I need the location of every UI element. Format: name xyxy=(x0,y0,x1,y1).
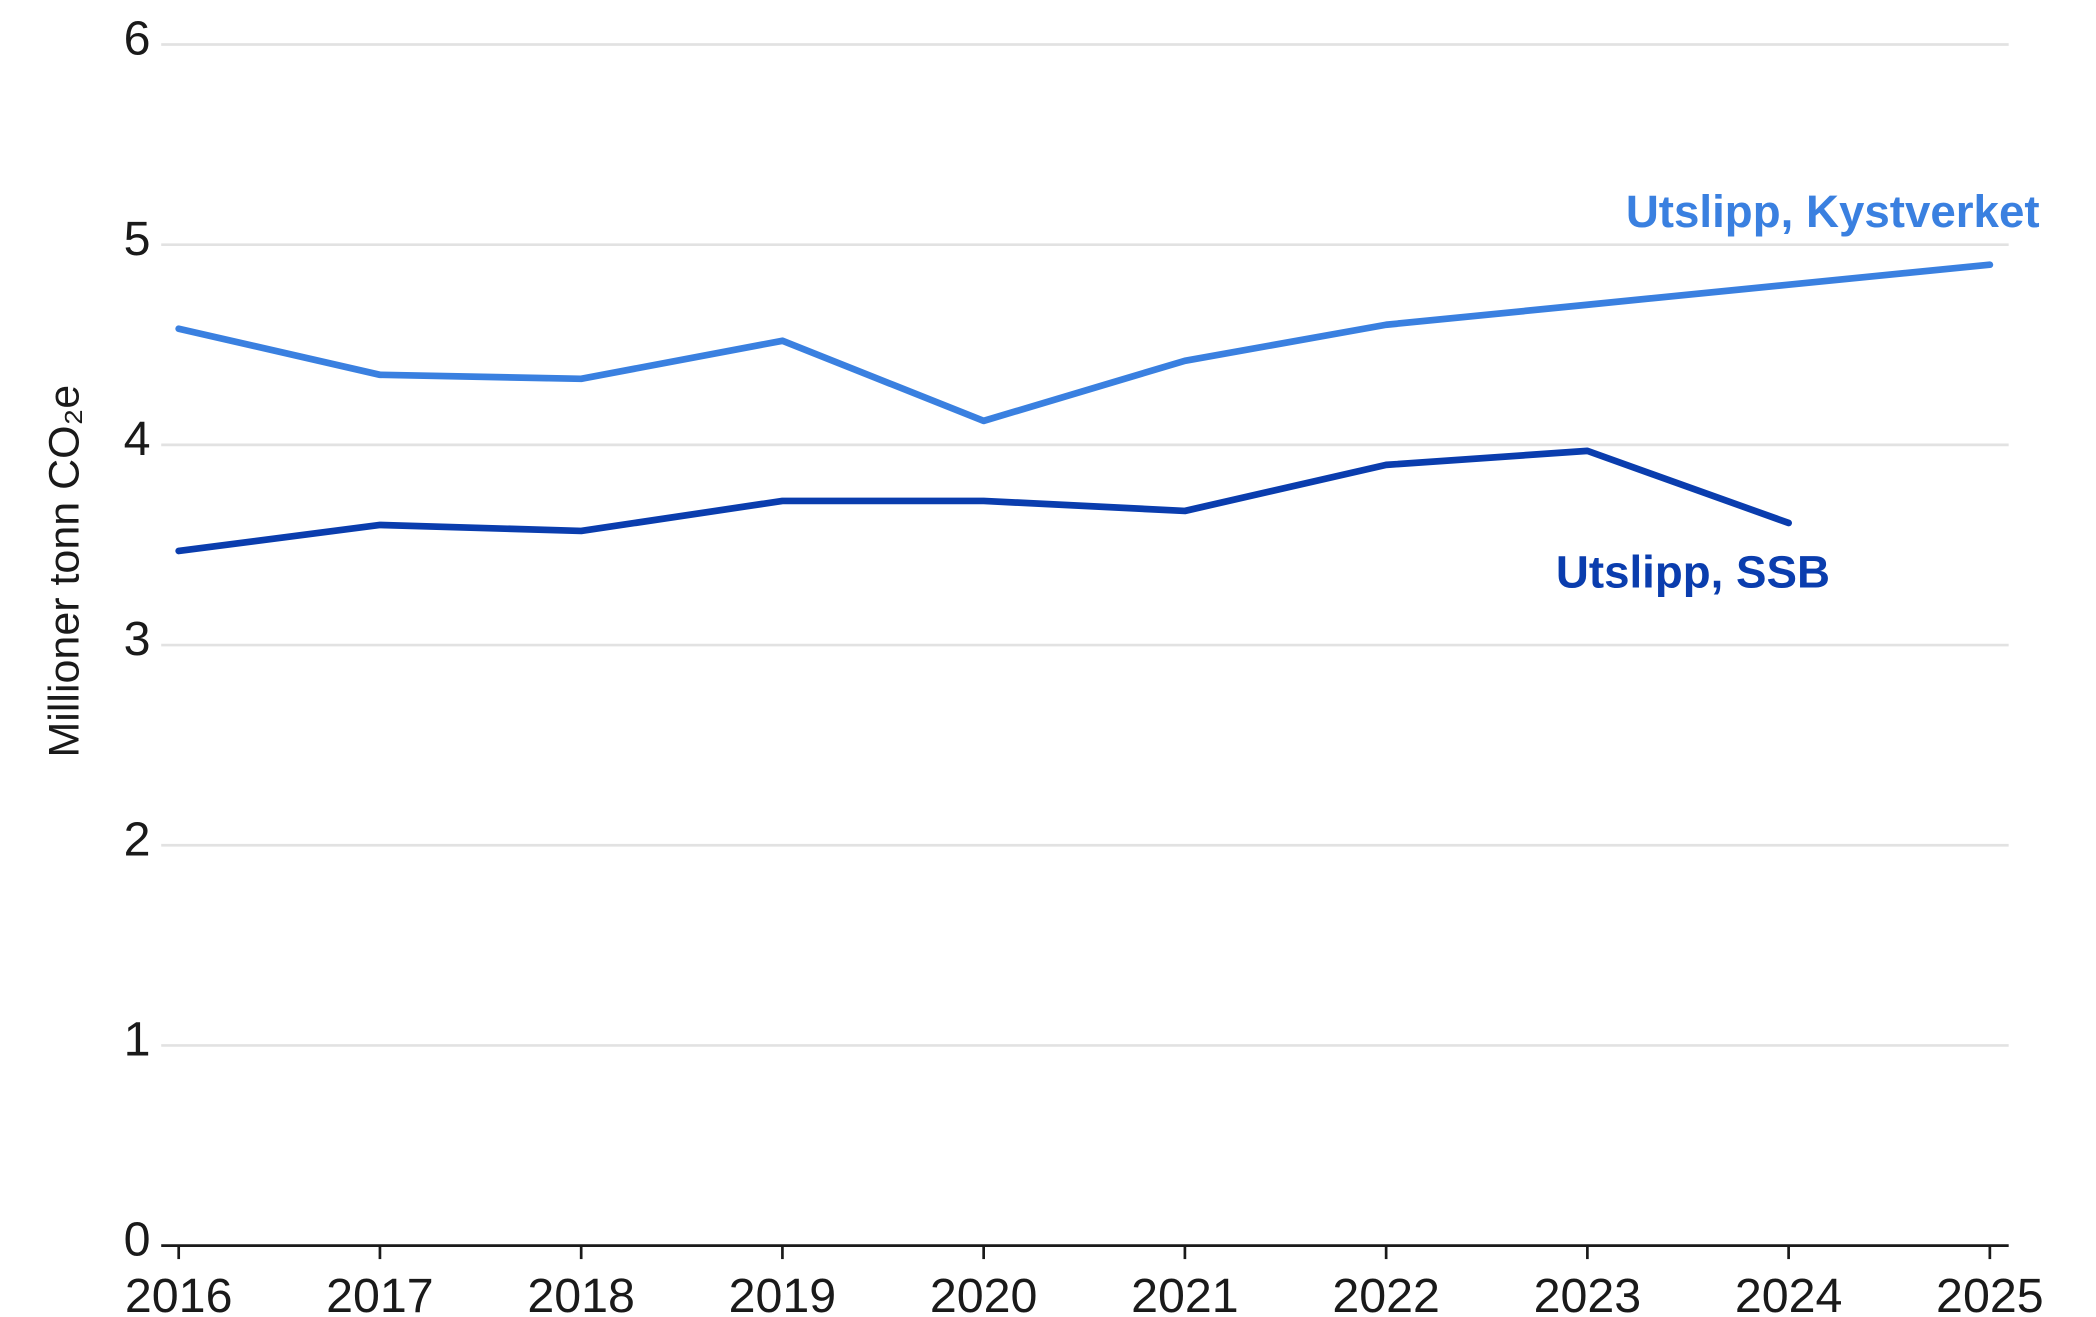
x-tick-label: 2019 xyxy=(729,1269,837,1317)
y-tick-label: 6 xyxy=(124,12,151,66)
y-tick-label: 0 xyxy=(124,1213,151,1267)
x-tick-label: 2025 xyxy=(1936,1269,2044,1317)
series-line xyxy=(175,261,1994,425)
y-tick-label: 4 xyxy=(124,412,151,466)
series-label: Utslipp, SSB xyxy=(1556,546,1830,597)
y-tick-label: 2 xyxy=(124,812,151,866)
y-tick-label: 3 xyxy=(124,612,151,666)
y-tick-label: 5 xyxy=(124,212,151,266)
x-tick-label: 2018 xyxy=(527,1269,635,1317)
y-tick-label: 1 xyxy=(124,1013,151,1067)
x-tick-label: 2023 xyxy=(1534,1269,1642,1317)
y-axis-label: Millioner tonn CO₂e xyxy=(41,385,89,758)
x-tick-label: 2024 xyxy=(1735,1269,1843,1317)
x-tick-label: 2020 xyxy=(930,1269,1038,1317)
x-tick-label: 2017 xyxy=(326,1269,434,1317)
series-line xyxy=(175,447,1792,555)
x-tick-label: 2022 xyxy=(1332,1269,1440,1317)
x-tick-label: 2016 xyxy=(125,1269,233,1317)
x-tick-label: 2021 xyxy=(1131,1269,1239,1317)
series-label: Utslipp, Kystverket xyxy=(1626,186,2040,237)
